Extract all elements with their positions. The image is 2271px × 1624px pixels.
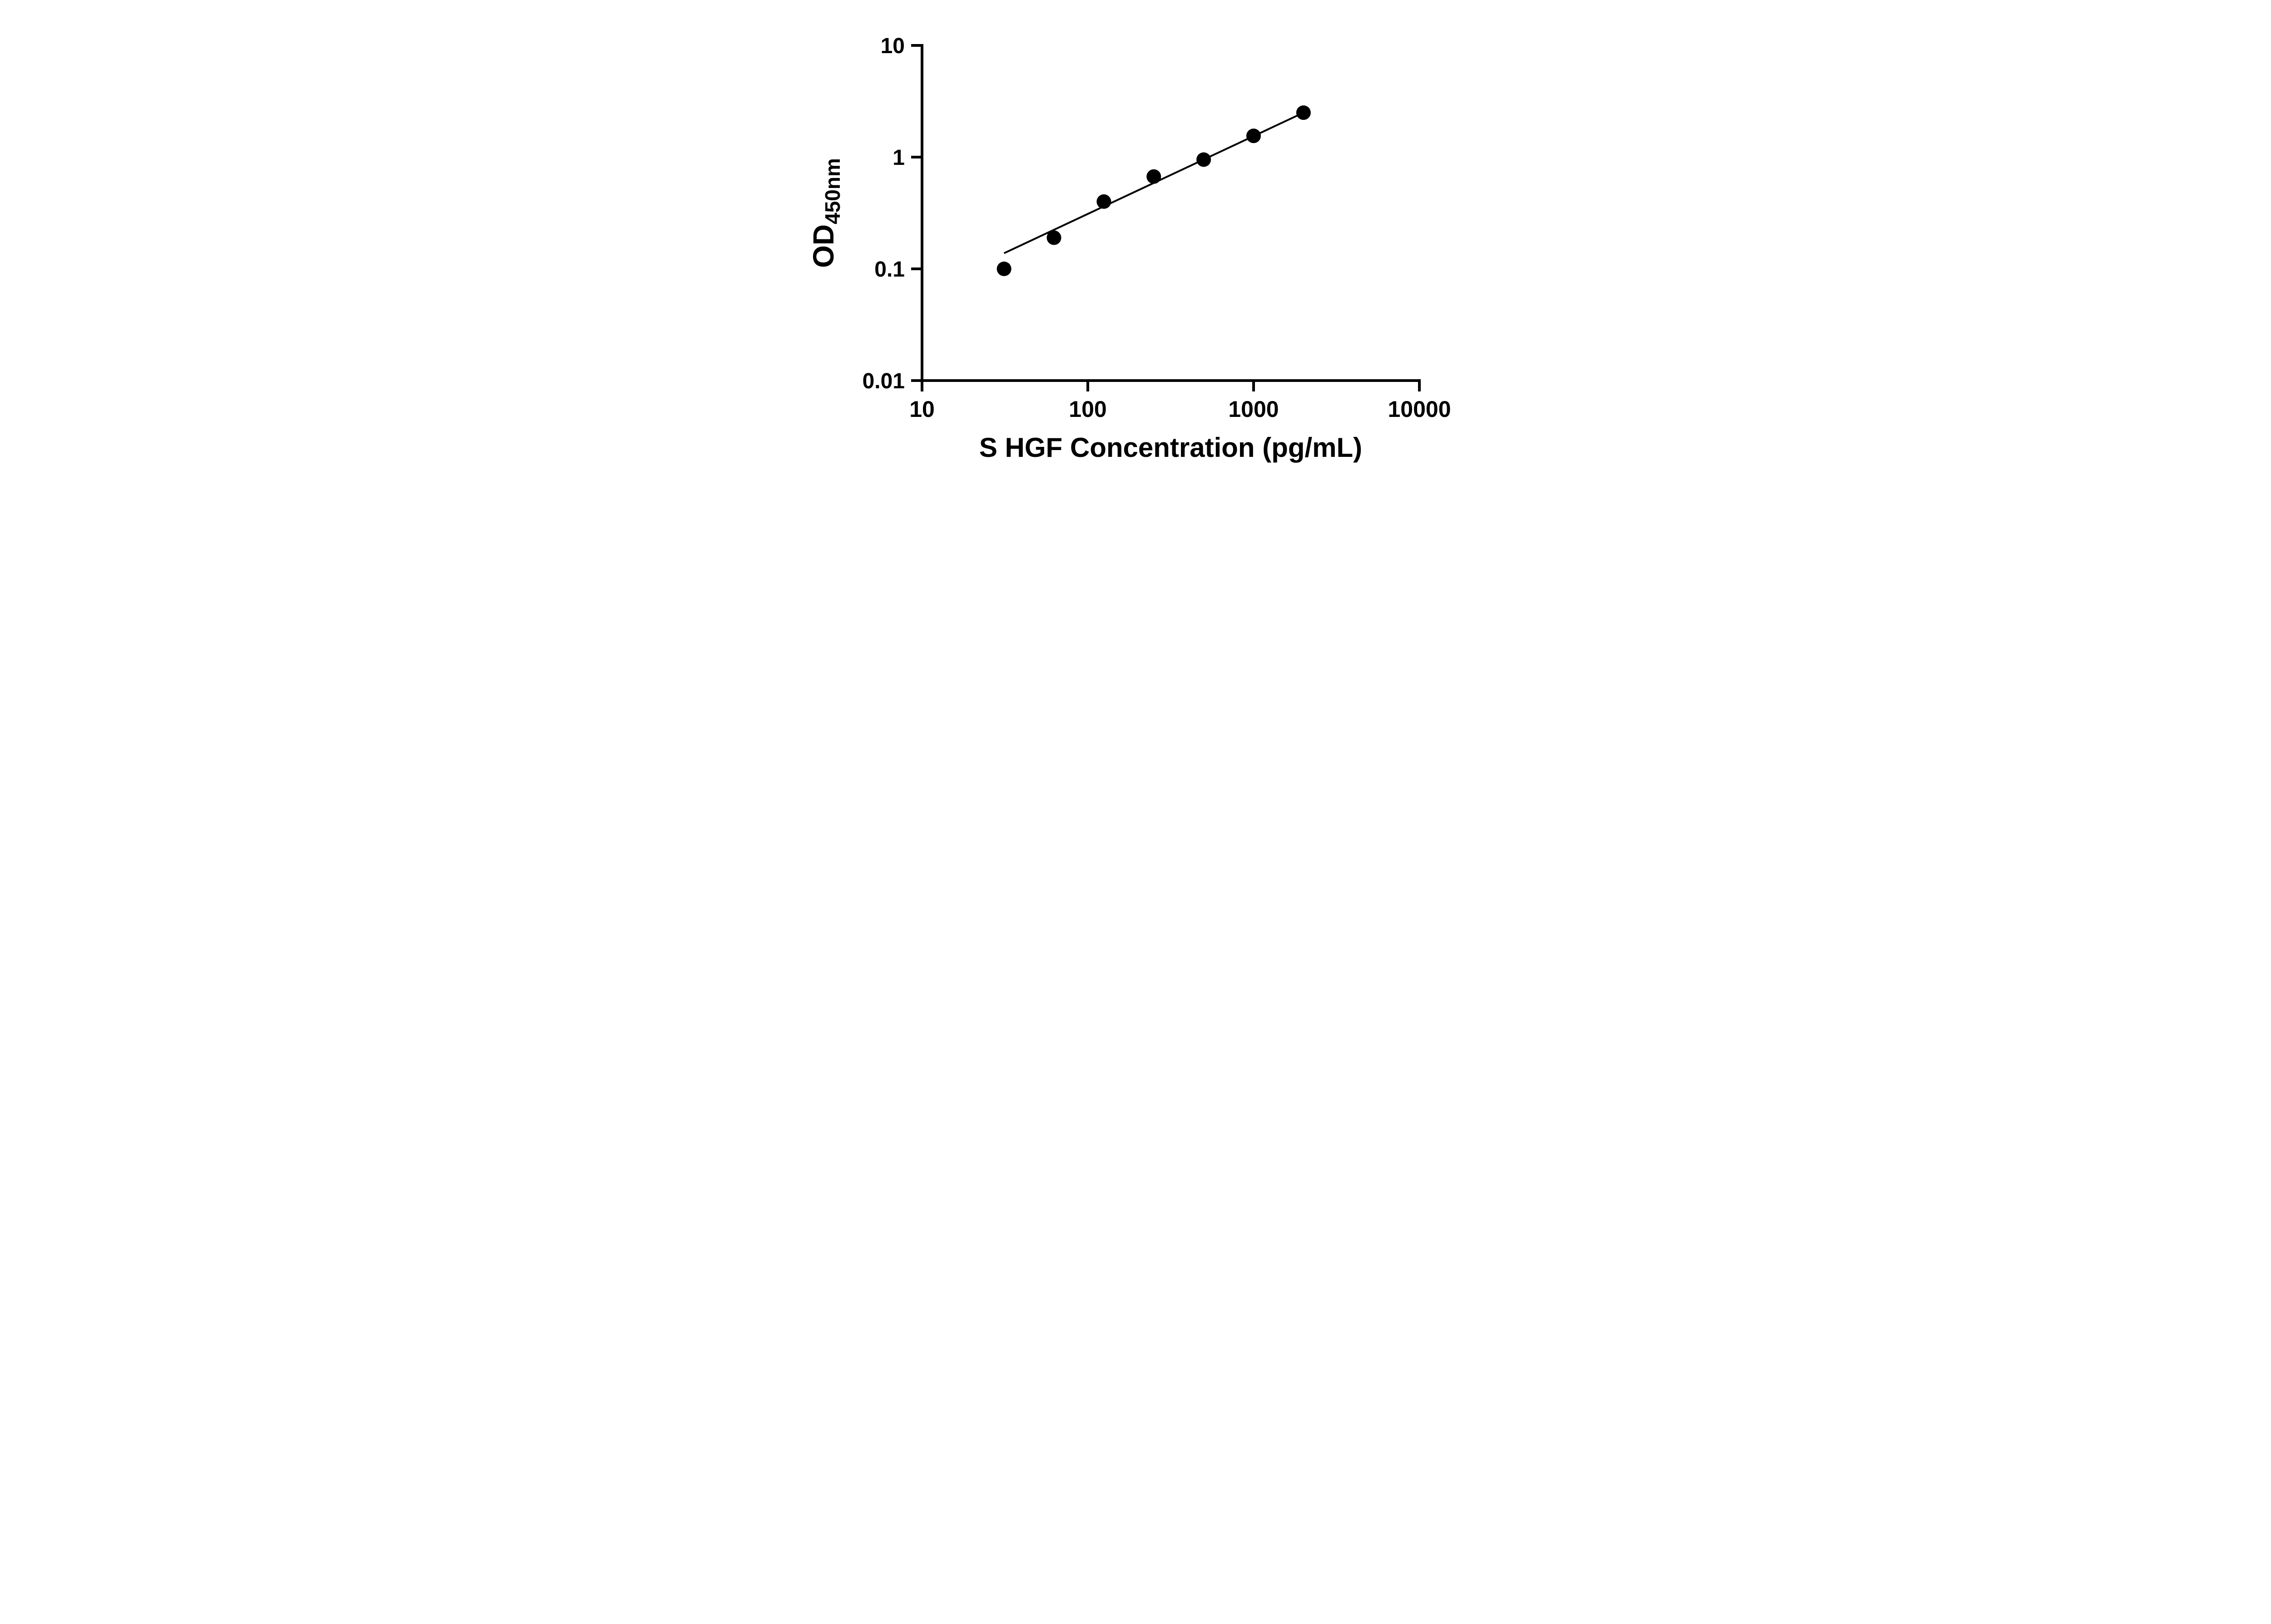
x-tick-label: 10 [909, 396, 935, 422]
data-point [997, 262, 1012, 276]
x-tick-label: 10000 [1388, 396, 1451, 422]
x-axis-title: S HGF Concentration (pg/mL) [979, 432, 1362, 463]
data-point [1246, 129, 1261, 144]
x-tick-label: 100 [1069, 396, 1106, 422]
y-axis: 0.01 0.1 1 10 [863, 34, 922, 393]
y-tick-label: 1 [893, 146, 905, 170]
axis-spine [921, 44, 1421, 382]
axes [921, 44, 1421, 382]
data-point [1146, 169, 1161, 184]
data-point [1096, 194, 1111, 209]
data-point [1046, 230, 1061, 245]
x-axis: 10 100 1000 10000 [909, 381, 1451, 422]
y-tick-label: 0.1 [874, 257, 905, 282]
y-tick-label: 0.01 [863, 369, 905, 393]
data-point [1296, 105, 1311, 120]
chart-canvas: 10 100 1000 10000 0.01 0.1 1 10 S HGF Concentrat… [807, 34, 1451, 463]
y-axis-title: OD450nm [807, 158, 844, 268]
data-point [1196, 152, 1211, 167]
y-tick-label: 10 [881, 34, 905, 58]
x-tick-label: 1000 [1228, 396, 1279, 422]
series-points [997, 105, 1311, 276]
elisa-standard-curve-figure: 10 100 1000 10000 0.01 0.1 1 10 S HGF Concentrat… [786, 0, 1485, 487]
